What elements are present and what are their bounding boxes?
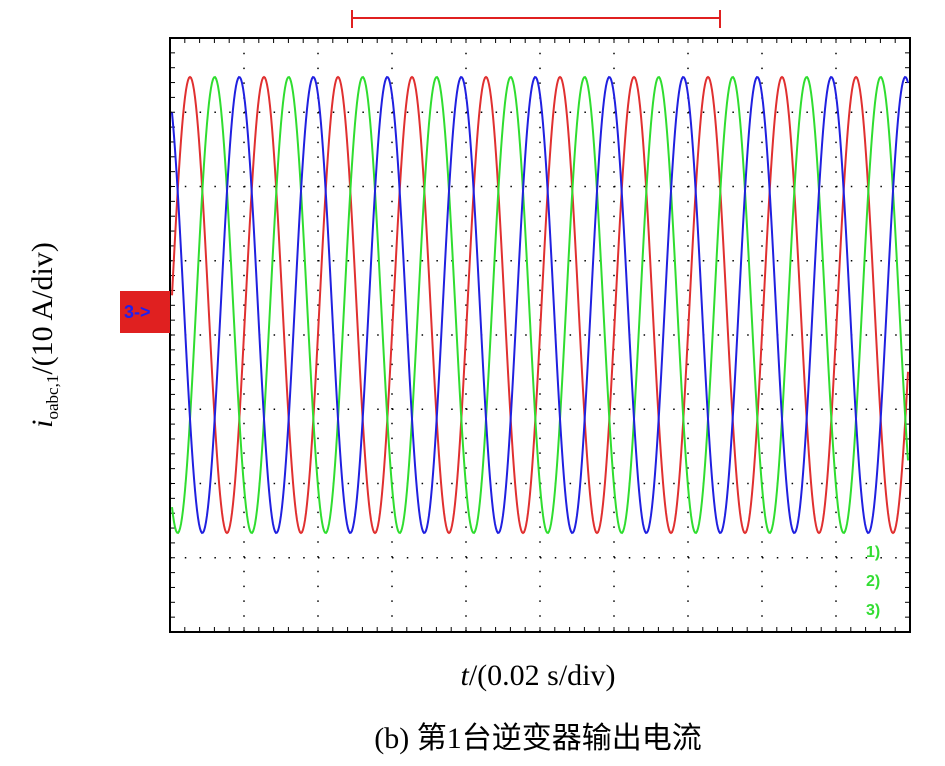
y-unit: /(10 A/div) — [26, 242, 59, 375]
marker-label: 3-> — [124, 302, 151, 322]
y-axis-label: ioabc,1/(10 A/div) — [26, 242, 62, 428]
waveform — [171, 75, 909, 535]
channel-label: 2) — [866, 573, 880, 590]
x-unit: /(0.02 s/div) — [469, 659, 616, 692]
waveform — [171, 75, 909, 535]
channel-label: 1) — [866, 544, 880, 561]
waveform — [171, 75, 909, 535]
x-axis-label: t/(0.02 s/div) — [460, 659, 615, 692]
channel-marker — [120, 291, 170, 333]
waveforms — [171, 75, 909, 535]
channel-label: 3) — [866, 602, 880, 619]
time-bracket — [351, 10, 721, 28]
y-symbol: i — [26, 420, 59, 428]
x-symbol: t — [460, 659, 469, 692]
caption: (b) 第1台逆变器输出电流 — [374, 722, 701, 755]
y-subscript: oabc,1 — [43, 375, 62, 420]
